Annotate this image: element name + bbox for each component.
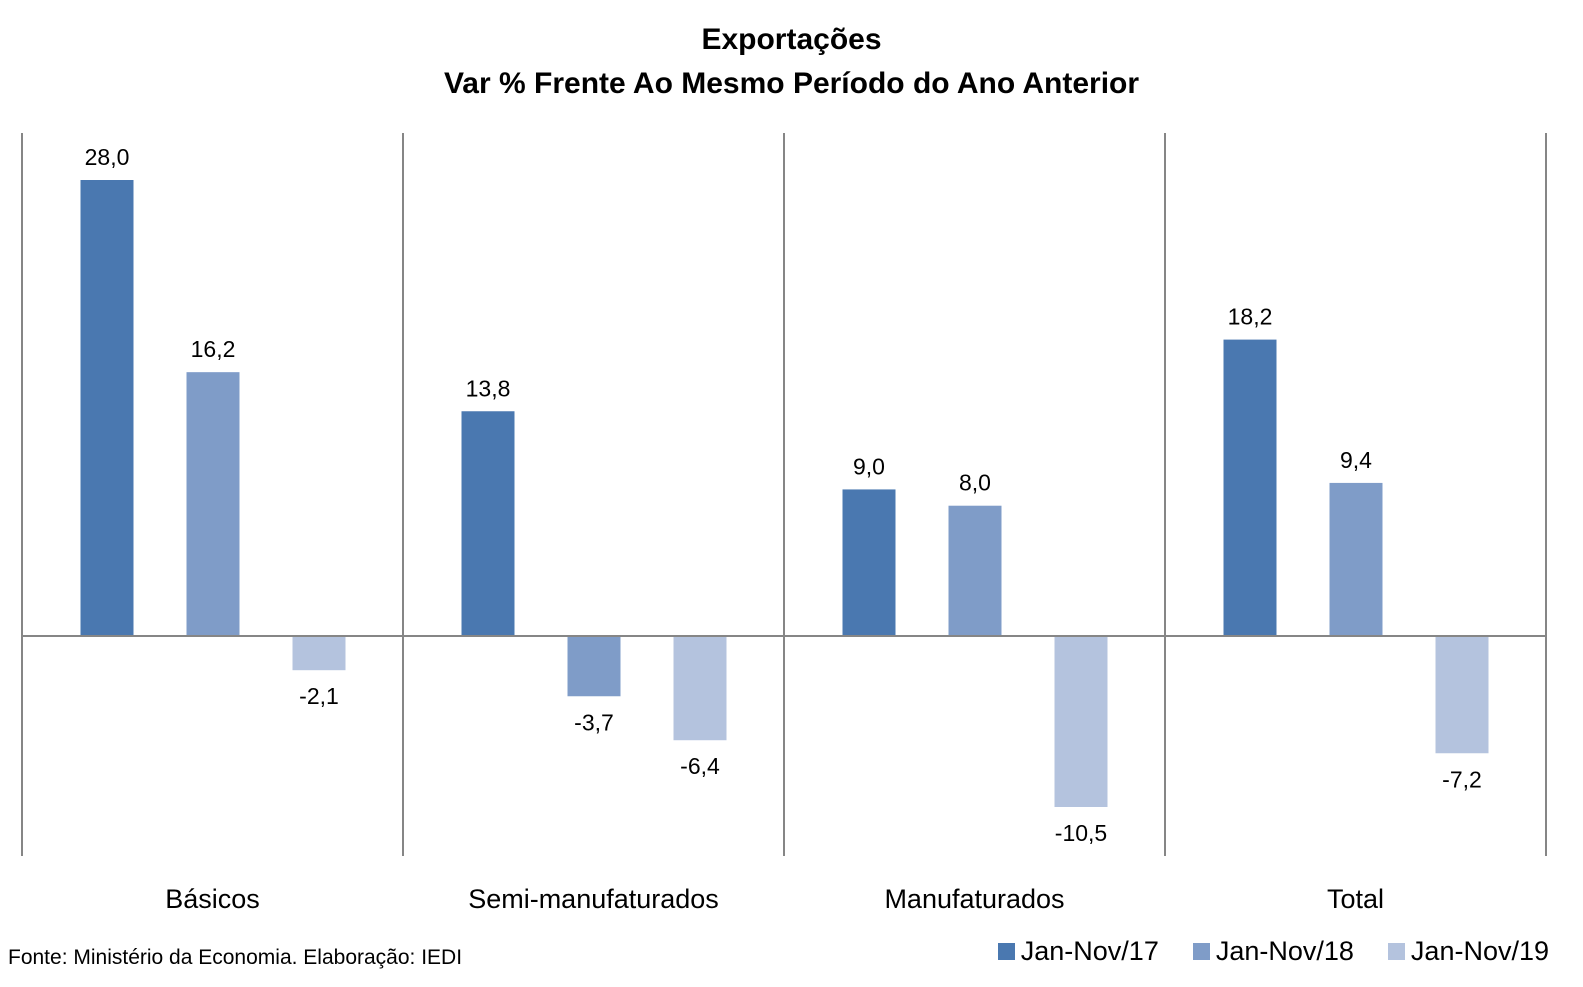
- data-label: 13,8: [466, 375, 511, 401]
- x-tick-label: Manufaturados: [884, 884, 1064, 914]
- bar: [292, 636, 346, 671]
- legend-item-jan-nov-18: Jan-Nov/18: [1192, 934, 1354, 968]
- bar: [461, 411, 515, 636]
- data-label: 9,0: [853, 453, 885, 479]
- source-note: Fonte: Ministério da Economia. Elaboraçã…: [8, 946, 463, 969]
- data-label: 16,2: [191, 336, 236, 362]
- data-label: 9,4: [1340, 447, 1372, 473]
- x-tick-label: Semi-manufaturados: [468, 884, 719, 914]
- bar: [842, 489, 896, 636]
- bar: [1329, 482, 1383, 636]
- chart-subtitle: Var % Frente Ao Mesmo Período do Ano Ant…: [443, 67, 1140, 100]
- x-tick-label: Total: [1327, 884, 1384, 914]
- legend-swatch: [1387, 942, 1405, 960]
- data-label: -2,1: [299, 683, 339, 709]
- data-label: -7,2: [1442, 766, 1482, 792]
- data-label: -6,4: [680, 753, 720, 779]
- legend-label: Jan-Nov/19: [1410, 936, 1549, 966]
- chart-title: Exportações: [701, 23, 882, 56]
- data-label: -10,5: [1055, 820, 1107, 846]
- legend-label: Jan-Nov/17: [1020, 936, 1159, 966]
- bar: [567, 636, 621, 697]
- legend-label: Jan-Nov/18: [1215, 936, 1354, 966]
- legend-swatch: [997, 942, 1015, 960]
- bar: [1054, 636, 1108, 807]
- data-label: 28,0: [85, 144, 130, 170]
- legend-swatch: [1192, 942, 1210, 960]
- legend: Jan-Nov/17 Jan-Nov/18 Jan-Nov/19: [997, 934, 1549, 968]
- bar: [673, 636, 727, 741]
- data-label: 8,0: [959, 470, 991, 496]
- bar: [186, 372, 240, 636]
- data-label: 18,2: [1228, 304, 1273, 330]
- bar: [948, 505, 1002, 636]
- legend-item-jan-nov-17: Jan-Nov/17: [997, 934, 1159, 968]
- data-label: -3,7: [574, 709, 614, 735]
- x-tick-label: Básicos: [165, 884, 260, 914]
- bar: [80, 180, 134, 636]
- legend-item-jan-nov-19: Jan-Nov/19: [1387, 934, 1549, 968]
- bar: [1435, 636, 1489, 754]
- bar: [1223, 339, 1277, 636]
